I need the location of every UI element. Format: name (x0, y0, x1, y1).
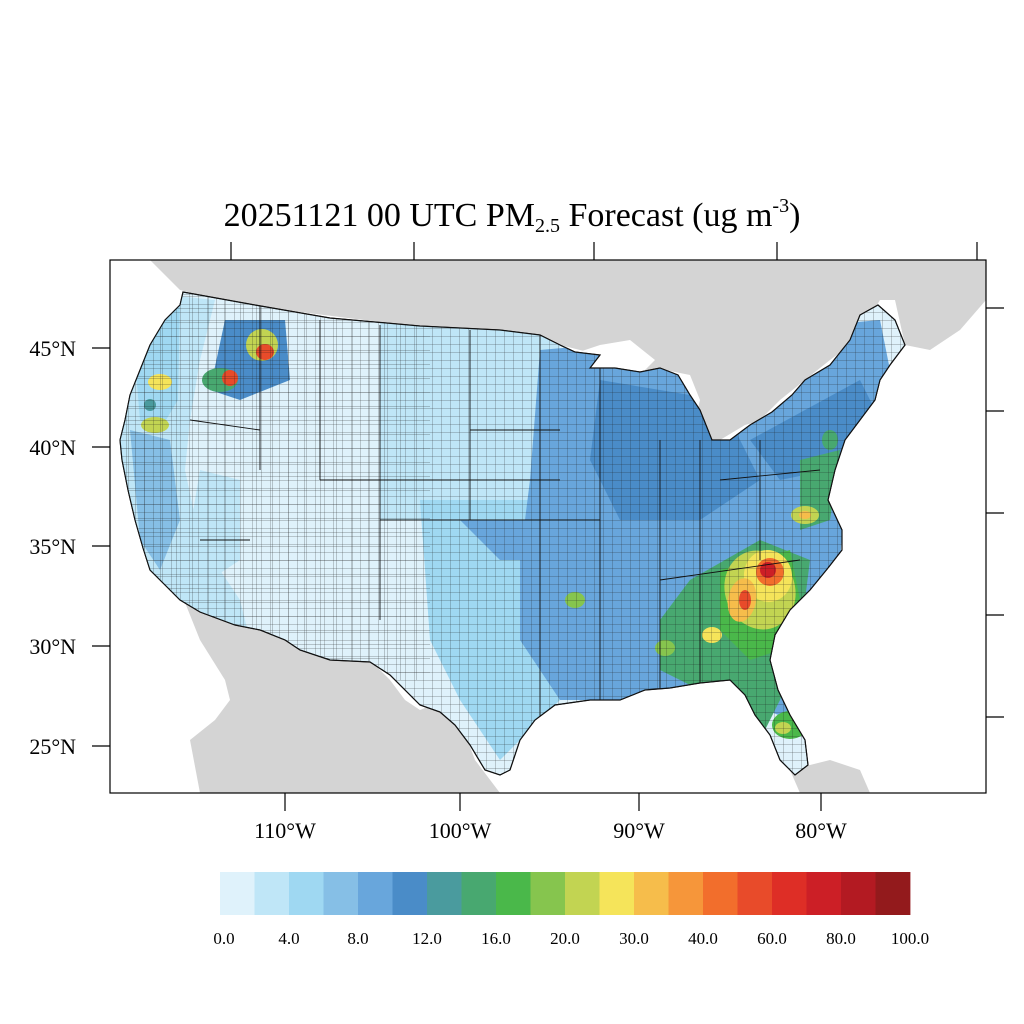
colorbar-labels: 0.0 4.0 8.0 12.0 16.0 20.0 30.0 40.0 60.0 80.0 100… (213, 929, 929, 948)
colorbar-tick-label: 20.0 (550, 929, 580, 948)
map-title: 20251121 00 UTC PM2.5 Forecast (ug m-3) (223, 195, 801, 237)
colorbar-swatch (427, 872, 462, 915)
map-area (110, 260, 986, 793)
colorbar-tick-label: 100.0 (891, 929, 929, 948)
lat-label-40: 40°N (29, 435, 76, 460)
colorbar-swatch (772, 872, 807, 915)
colorbar-swatch (358, 872, 393, 915)
lat-label-25: 25°N (29, 734, 76, 759)
map-frame (109, 259, 987, 794)
colorbar-swatch (254, 872, 290, 915)
colorbar-swatch (737, 872, 773, 915)
top-ticks (230, 242, 978, 260)
lat-label-30: 30°N (29, 634, 76, 659)
lon-label-80w: 80°W (795, 818, 847, 843)
colorbar-swatch (634, 872, 669, 915)
mexico-land (180, 590, 500, 793)
colorbar-tick-label: 4.0 (278, 929, 299, 948)
colorbar-swatch (289, 872, 324, 915)
colorbar-tick-label: 12.0 (412, 929, 442, 948)
cuba-land (790, 760, 870, 793)
colorbar-tick-label: 8.0 (347, 929, 368, 948)
colorbar-tick-label: 16.0 (481, 929, 511, 948)
colorbar-swatch (599, 872, 635, 915)
colorbar-tick-label: 30.0 (619, 929, 649, 948)
state-borders (189, 300, 821, 720)
colorbar-swatch (496, 872, 531, 915)
lat-label-35: 35°N (29, 534, 76, 559)
latitude-labels: 45°N 40°N 35°N 30°N 25°N (29, 336, 76, 759)
longitude-labels: 110°W 100°W 90°W 80°W (254, 818, 847, 843)
colorbar-swatch (461, 872, 497, 915)
colorbar (220, 872, 911, 915)
conus-counties (119, 291, 906, 776)
colorbar-swatch (841, 872, 876, 915)
lat-label-45: 45°N (29, 336, 76, 361)
canada-land (140, 260, 986, 452)
colorbar-swatch (668, 872, 704, 915)
bottom-ticks (284, 793, 822, 811)
colorbar-swatch (806, 872, 842, 915)
colorbar-tick-label: 0.0 (213, 929, 234, 948)
lon-label-110w: 110°W (254, 818, 316, 843)
colorbar-swatch (220, 872, 255, 915)
colorbar-swatch (392, 872, 428, 915)
lon-label-100w: 100°W (429, 818, 492, 843)
colorbar-tick-label: 80.0 (826, 929, 856, 948)
left-ticks (92, 347, 110, 747)
colorbar-swatch (530, 872, 566, 915)
colorbar-swatch (565, 872, 600, 915)
right-ticks (986, 307, 1004, 718)
colorbar-swatch (323, 872, 359, 915)
colorbar-tick-label: 40.0 (688, 929, 718, 948)
lon-label-90w: 90°W (613, 818, 665, 843)
conus-outline (119, 291, 906, 776)
colorbar-swatch (703, 872, 738, 915)
colorbar-tick-label: 60.0 (757, 929, 787, 948)
colorbar-swatch (875, 872, 911, 915)
